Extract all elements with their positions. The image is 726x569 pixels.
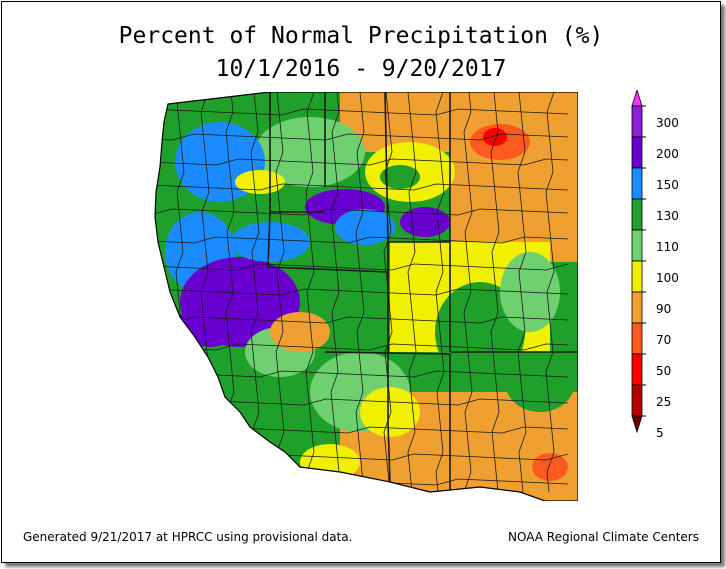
county-boundary <box>155 158 569 166</box>
county-boundary <box>407 92 417 493</box>
county-boundary <box>155 208 569 216</box>
state-boundary <box>324 351 451 355</box>
legend-label-200: 200 <box>656 147 679 161</box>
precipitation-map <box>150 92 578 501</box>
county-boundary <box>435 92 445 493</box>
legend-swatch <box>631 291 643 324</box>
county-boundary <box>490 92 500 493</box>
legend-swatch <box>631 260 643 293</box>
legend-swatch <box>631 353 643 386</box>
county-boundary <box>155 288 569 296</box>
county-boundary <box>155 343 569 351</box>
legend-swatch <box>631 384 643 417</box>
county-boundary <box>250 92 260 493</box>
legend-label-50: 50 <box>656 364 672 378</box>
legend-label-70: 70 <box>656 333 672 347</box>
legend-swatch <box>631 229 643 262</box>
county-boundary <box>517 92 527 493</box>
title-line-2: 10/1/2016 - 9/20/2017 <box>215 56 507 82</box>
generated-note: Generated 9/21/2017 at HPRCC using provi… <box>23 530 353 544</box>
legend-swatch <box>631 322 643 355</box>
legend-label-25: 25 <box>656 395 672 409</box>
legend-swatch <box>631 167 643 200</box>
figure-frame: Percent of Normal Precipitation (%) 10/1… <box>1 1 721 563</box>
legend-label-100: 100 <box>656 271 679 285</box>
county-boundary <box>155 316 569 324</box>
title-line-1: Percent of Normal Precipitation (%) <box>118 23 604 49</box>
color-legend: 300 200 150 130 110 100 90 70 50 25 5 <box>626 88 726 470</box>
county-boundary <box>155 133 569 141</box>
county-boundary <box>330 92 340 493</box>
legend-label-300: 300 <box>656 116 679 130</box>
legend-label-130: 130 <box>656 209 679 223</box>
legend-arrow-bottom <box>631 415 643 434</box>
legend-label-90: 90 <box>656 302 672 316</box>
county-boundary <box>155 236 569 244</box>
legend-swatch <box>631 198 643 231</box>
legend-colorbar <box>631 88 646 434</box>
county-boundary <box>545 92 555 493</box>
legend-swatch <box>631 105 643 138</box>
legend-arrow-top <box>631 88 643 107</box>
county-boundary <box>305 92 315 493</box>
legend-label-110: 110 <box>656 240 679 254</box>
state-boundary <box>267 211 389 273</box>
credit-note: NOAA Regional Climate Centers <box>508 530 699 544</box>
state-boundary <box>387 421 391 485</box>
county-boundary <box>155 183 569 191</box>
legend-label-150: 150 <box>656 178 679 192</box>
county-boundary <box>155 263 569 271</box>
county-boundary <box>463 92 473 493</box>
legend-label-5: 5 <box>656 426 664 440</box>
legend-swatch <box>631 136 643 169</box>
map-title: Percent of Normal Precipitation (%) 10/1… <box>2 20 720 86</box>
county-boundary <box>155 108 569 116</box>
county-boundary <box>275 92 285 493</box>
